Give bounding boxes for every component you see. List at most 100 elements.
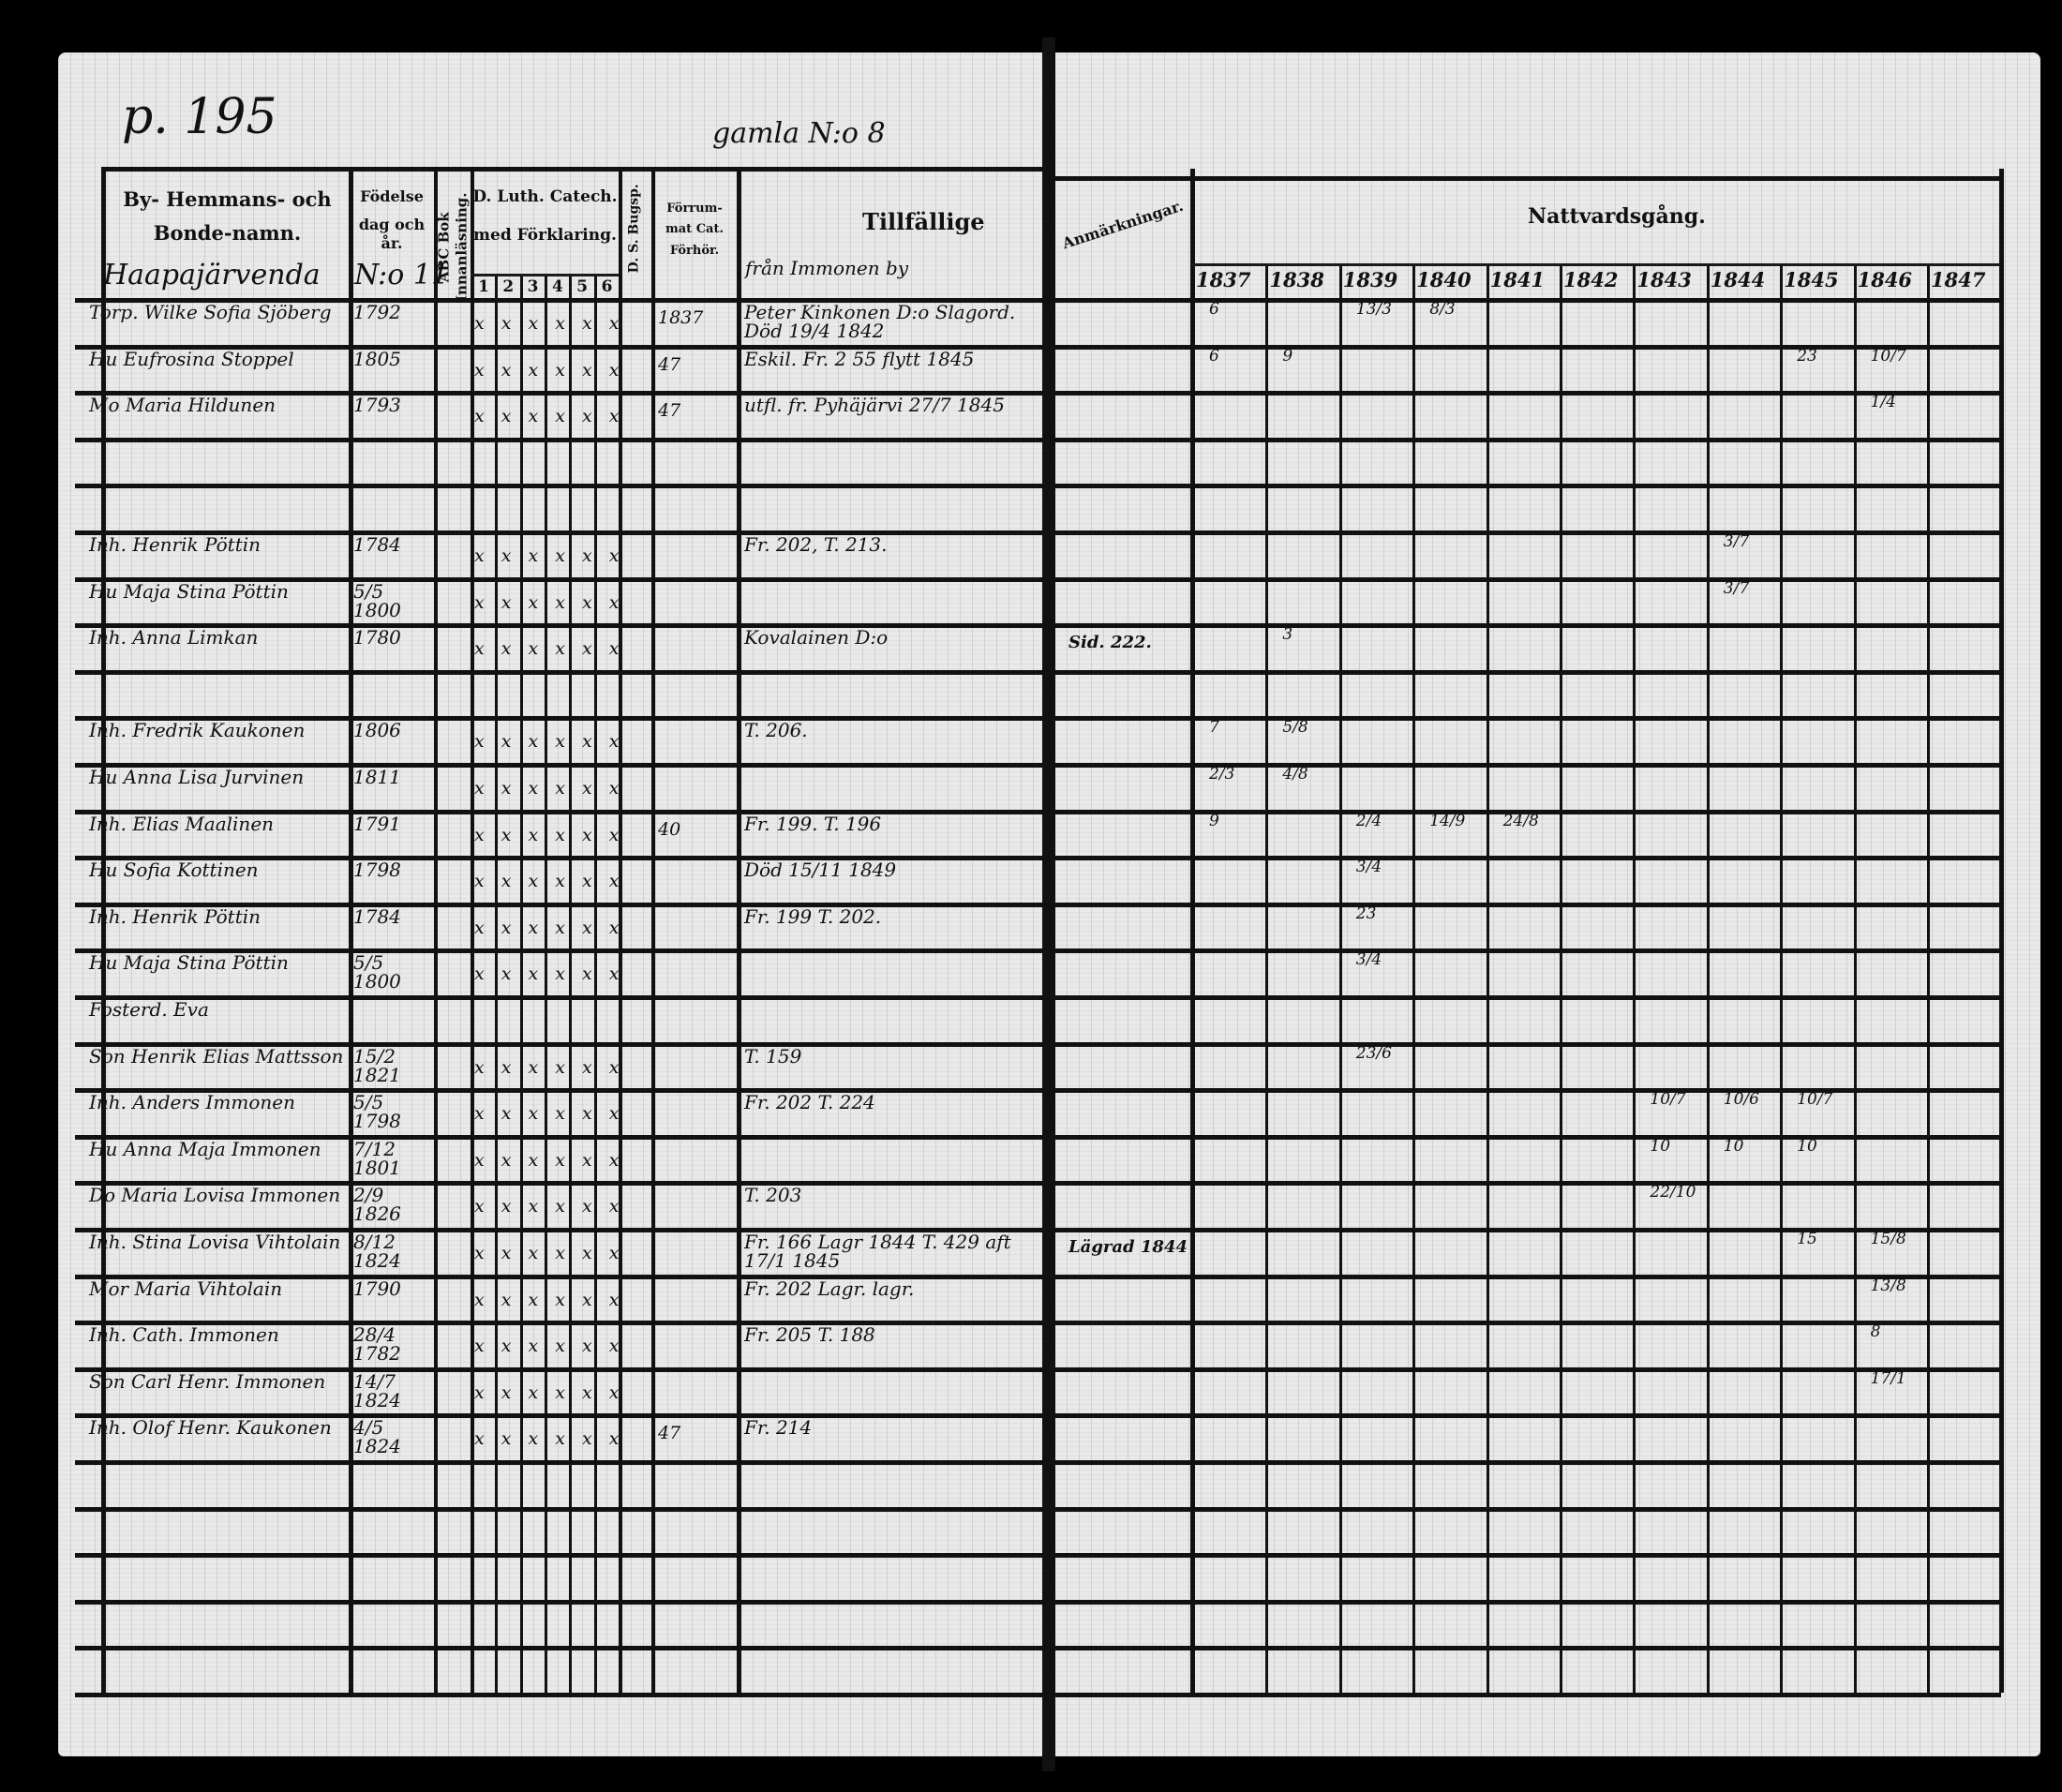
table-row: Inh. Fredrik Kaukonen 1806 x x x x x x T. 2… — [0, 716, 2062, 762]
birth-date: 7/12 1801 — [353, 1137, 401, 1179]
communion-mark: 3/4 — [1355, 858, 1382, 877]
person-name: Hu Anna Maja Immonen — [89, 1137, 321, 1160]
row-rule — [75, 576, 1043, 582]
year-rule — [1338, 265, 1342, 1693]
year-rule — [1780, 265, 1784, 1693]
header-forrum-line3: Förhör. — [669, 243, 720, 258]
row-rule — [75, 437, 1043, 442]
catechism-marks: x x x x x x — [474, 545, 625, 566]
row-rule — [75, 669, 1043, 675]
person-name: Inh. Henrik Pöttin — [89, 904, 261, 928]
year-rule — [1486, 265, 1489, 1693]
communion-mark: 4/8 — [1282, 765, 1308, 784]
communion-mark: 7 — [1209, 718, 1219, 738]
table-row: Torp. Wilke Sofia Sjöberg 1792 x x x x x x… — [0, 298, 2062, 344]
catechism-exam: 1837 — [658, 307, 704, 328]
year-rule — [1853, 265, 1857, 1693]
person-name: Inh. Cath. Immonen — [89, 1323, 279, 1347]
birth-date: 28/4 1782 — [353, 1323, 401, 1366]
birth-date: 1784 — [353, 533, 401, 556]
occasional-note: Eskil. Fr. 2 55 flytt 1845 — [744, 347, 975, 370]
year-rule — [1633, 265, 1636, 1693]
communion-mark: 5/8 — [1282, 718, 1308, 738]
row-rule — [75, 1088, 1043, 1094]
household-number: N:o 11 — [354, 259, 450, 291]
catechism-marks: x x x x x x — [474, 963, 625, 985]
row-rule — [75, 1321, 1043, 1326]
row-rule — [1054, 344, 2001, 350]
birth-date: 1791 — [353, 812, 401, 835]
communion-mark: 10 — [1723, 1136, 1744, 1156]
catechism-number: 5 — [576, 277, 589, 296]
table-row: Inh. Stina Lovisa Vihtolain 8/12 1824 x x … — [0, 1228, 2062, 1274]
row-rule — [75, 1553, 1043, 1559]
birth-date: 1811 — [353, 766, 401, 788]
remark: Lägrad 1844 — [1068, 1237, 1188, 1257]
year-label: 1844 — [1710, 268, 1766, 291]
header-birth-line2: dag och år. — [358, 216, 426, 252]
year-rule — [1560, 265, 1562, 1693]
occasional-note: Peter Kinkonen D:o Slagord. Död 19/4 184… — [744, 301, 1016, 342]
person-name: Inh. Elias Maalinen — [89, 812, 275, 835]
catechism-rule — [569, 276, 573, 1693]
birth-date: 2/9 1826 — [353, 1184, 401, 1226]
header-communion: Nattvardsgång. — [1528, 204, 1706, 229]
table-row: Hu Anna Maja Immonen 7/12 1801 x x x x x x… — [0, 1135, 2062, 1181]
catechism-marks: x x x x x x — [474, 778, 625, 799]
catechism-marks: x x x x x x — [474, 1056, 625, 1078]
row-rule — [1054, 1088, 2001, 1094]
header-abc-col: ABC Bok Innanläsning. — [435, 192, 470, 303]
header-name-line2: Bonde-namn. — [153, 221, 302, 246]
person-name: Hu Eufrosina Stoppel — [89, 347, 294, 370]
row-rule — [75, 995, 1043, 1000]
person-name: Inh. Stina Lovisa Vihtolain — [89, 1231, 341, 1253]
book-gutter — [1042, 37, 1055, 1771]
birth-date: 1790 — [353, 1277, 401, 1300]
occasional-note: Fr. 202, T. 213. — [744, 533, 888, 556]
catechism-marks: x x x x x x — [474, 871, 625, 892]
person-name: Do Maria Lovisa Immonen — [89, 1184, 341, 1207]
year-rule — [1706, 265, 1710, 1693]
catechism-marks: x x x x x x — [474, 917, 625, 938]
header-tillfallige: Tillfällige — [862, 208, 985, 235]
catechism-exam: 40 — [658, 818, 681, 840]
table-row — [0, 1553, 2062, 1599]
row-rule — [75, 809, 1043, 814]
row-rule — [1054, 1366, 2001, 1372]
table-row — [0, 1460, 2062, 1506]
row-rule — [1054, 856, 2001, 861]
year-label: 1845 — [1784, 268, 1839, 291]
row-rule — [75, 1228, 1043, 1232]
year-label: 1842 — [1563, 268, 1619, 291]
birth-date: 14/7 1824 — [353, 1369, 401, 1411]
row-rule — [1054, 809, 2001, 814]
birth-date: 15/2 1821 — [353, 1044, 401, 1086]
row-rule — [1054, 298, 2001, 303]
year-rule — [1412, 265, 1416, 1693]
row-rule — [1054, 530, 2001, 535]
village-name: Haapajärvenda — [103, 259, 321, 291]
birth-date: 1793 — [353, 394, 401, 417]
person-name: Inh. Anna Limkan — [89, 626, 259, 650]
row-rule — [75, 298, 1043, 303]
row-rule — [75, 1181, 1043, 1187]
communion-mark: 23 — [1797, 346, 1817, 366]
communion-mark: 13/3 — [1355, 300, 1392, 319]
communion-mark: 2/4 — [1355, 811, 1382, 830]
row-rule — [75, 530, 1043, 535]
occasional-note: Fr. 199. T. 196 — [744, 812, 882, 835]
column-rule — [1999, 169, 2004, 1693]
row-rule — [1054, 1413, 2001, 1419]
header-catechism: D. Luth. Catech. med Förklaring. — [471, 187, 619, 246]
table-row: Hu Sofia Kottinen 1798 x x x x x x Död 15/1… — [0, 856, 2062, 902]
year-rule — [1265, 265, 1269, 1693]
catechism-marks: x x x x x x — [474, 638, 625, 660]
catechism-marks: x x x x x x — [474, 1149, 625, 1171]
row-rule — [75, 623, 1043, 629]
catechism-exam: 47 — [658, 400, 681, 422]
header-birth-line1: Födelse — [360, 187, 424, 205]
header-birth-col: Födelse dag och år. — [349, 187, 435, 253]
old-number: gamla N:o 8 — [712, 117, 886, 150]
table-row — [0, 484, 2062, 530]
communion-mark: 8 — [1870, 1322, 1881, 1342]
